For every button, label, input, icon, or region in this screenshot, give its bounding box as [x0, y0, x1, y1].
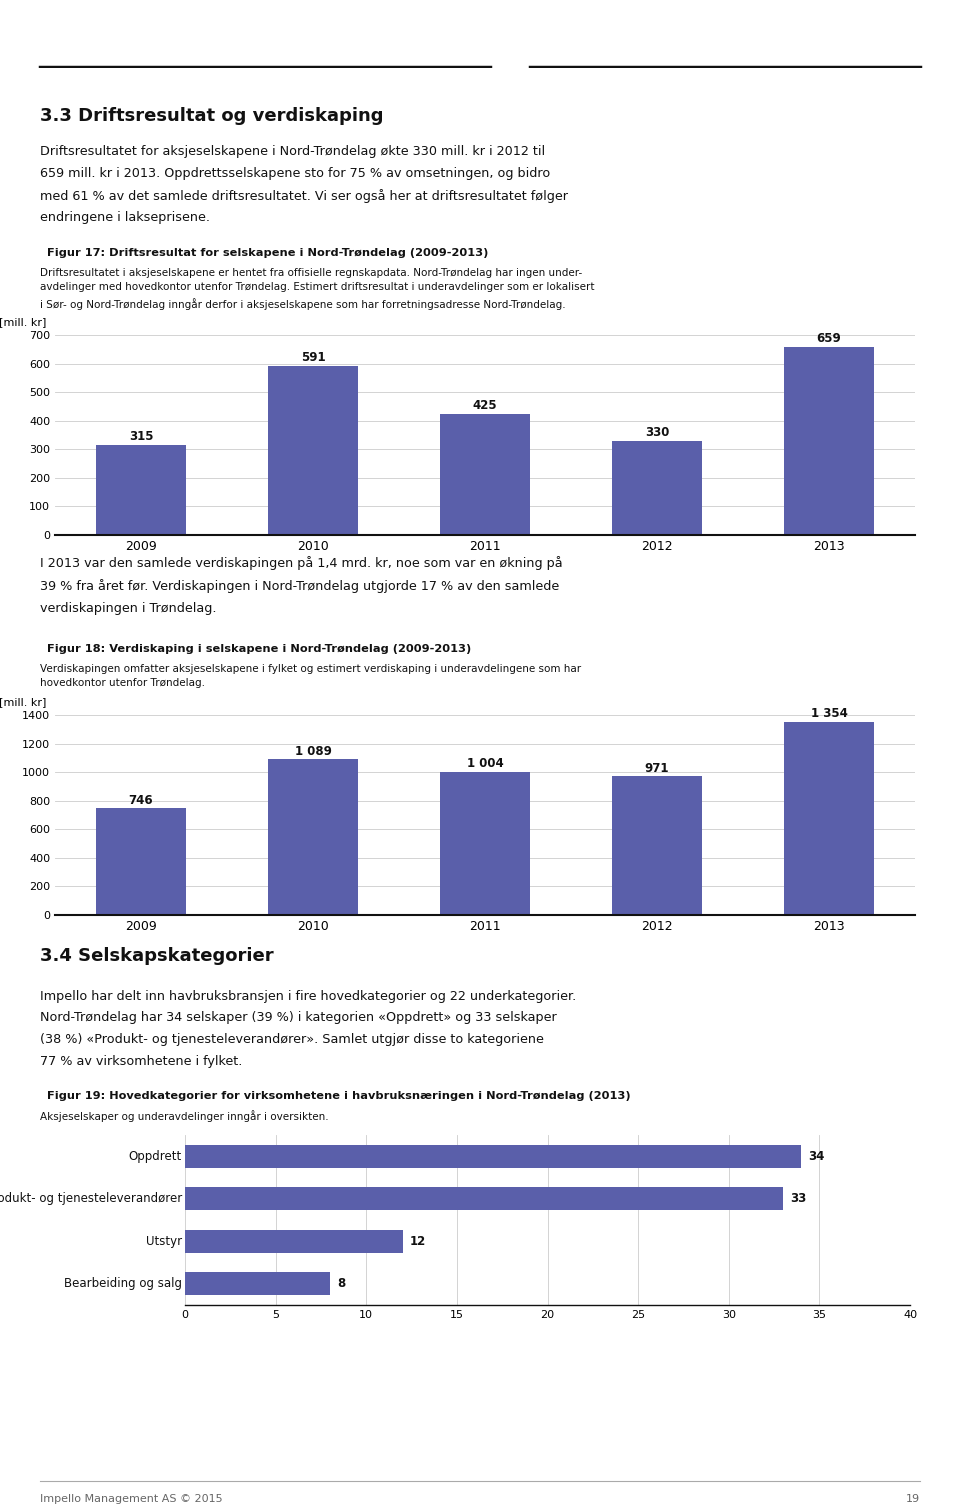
Bar [441, 771, 530, 915]
Text: 746: 746 [129, 794, 154, 807]
Bar [185, 1272, 330, 1296]
Text: Figur 17: Driftsresultat for selskapene i Nord-Trøndelag (2009-2013): Figur 17: Driftsresultat for selskapene … [47, 248, 489, 259]
Text: 1 089: 1 089 [295, 745, 331, 758]
Text: 1 004: 1 004 [467, 758, 503, 770]
Text: [mill. kr]: [mill. kr] [0, 318, 46, 327]
Text: 33: 33 [790, 1193, 806, 1205]
Bar [185, 1229, 402, 1253]
Text: I 2013 var den samlede verdiskapingen på 1,4 mrd. kr, noe som var en økning på
3: I 2013 var den samlede verdiskapingen på… [40, 556, 563, 615]
Text: Aksjeselskaper og underavdelinger inngår i oversikten.: Aksjeselskaper og underavdelinger inngår… [40, 1110, 328, 1122]
Text: Bearbeiding og salg: Bearbeiding og salg [64, 1278, 182, 1290]
Text: Figur 19: Hovedkategorier for virksomhetene i havbruksnæringen i Nord-Trøndelag : Figur 19: Hovedkategorier for virksomhet… [47, 1092, 631, 1101]
Bar [784, 721, 874, 915]
Text: [mill. kr]: [mill. kr] [0, 697, 46, 708]
Text: Oppdrett: Oppdrett [129, 1149, 182, 1163]
Bar [185, 1187, 783, 1211]
Text: 971: 971 [645, 762, 669, 774]
Bar [612, 776, 702, 915]
Text: 12: 12 [410, 1235, 426, 1247]
Text: 330: 330 [645, 426, 669, 438]
Text: Figur 18: Verdiskaping i selskapene i Nord-Trøndelag (2009-2013): Figur 18: Verdiskaping i selskapene i No… [47, 644, 471, 655]
Text: 34: 34 [808, 1149, 825, 1163]
Text: Impello har delt inn havbruksbransjen i fire hovedkategorier og 22 underkategori: Impello har delt inn havbruksbransjen i … [40, 990, 576, 1067]
Text: 659: 659 [817, 331, 841, 345]
Text: Utstyr: Utstyr [146, 1235, 182, 1247]
Text: 19: 19 [906, 1494, 920, 1504]
Bar [441, 414, 530, 535]
Bar [96, 809, 185, 915]
Bar [268, 759, 358, 915]
Text: Driftsresultatet i aksjeselskapene er hentet fra offisielle regnskapdata. Nord-T: Driftsresultatet i aksjeselskapene er he… [40, 268, 594, 310]
Text: Verdiskapingen omfatter aksjeselskapene i fylket og estimert verdiskaping i unde: Verdiskapingen omfatter aksjeselskapene … [40, 664, 581, 688]
Text: 8: 8 [337, 1278, 346, 1290]
Text: Impello Management AS © 2015: Impello Management AS © 2015 [40, 1494, 223, 1504]
Bar [784, 346, 874, 535]
Text: 315: 315 [129, 429, 154, 443]
Bar [268, 366, 358, 535]
Text: Driftsresultatet for aksjeselskapene i Nord-Trøndelag økte 330 mill. kr i 2012 t: Driftsresultatet for aksjeselskapene i N… [40, 145, 568, 224]
Bar [96, 445, 185, 535]
Bar [185, 1145, 802, 1167]
Text: 3.3 Driftsresultat og verdiskaping: 3.3 Driftsresultat og verdiskaping [40, 107, 383, 125]
Text: 591: 591 [300, 351, 325, 364]
Bar [612, 440, 702, 535]
Text: Havbruk Trøndelag: Havbruk Trøndelag [770, 26, 926, 39]
Text: 1 354: 1 354 [810, 706, 848, 720]
Text: 3.4 Selskapskategorier: 3.4 Selskapskategorier [40, 947, 274, 965]
Text: 425: 425 [472, 399, 497, 411]
Text: Produkt- og tjenesteleverandører: Produkt- og tjenesteleverandører [0, 1193, 182, 1205]
